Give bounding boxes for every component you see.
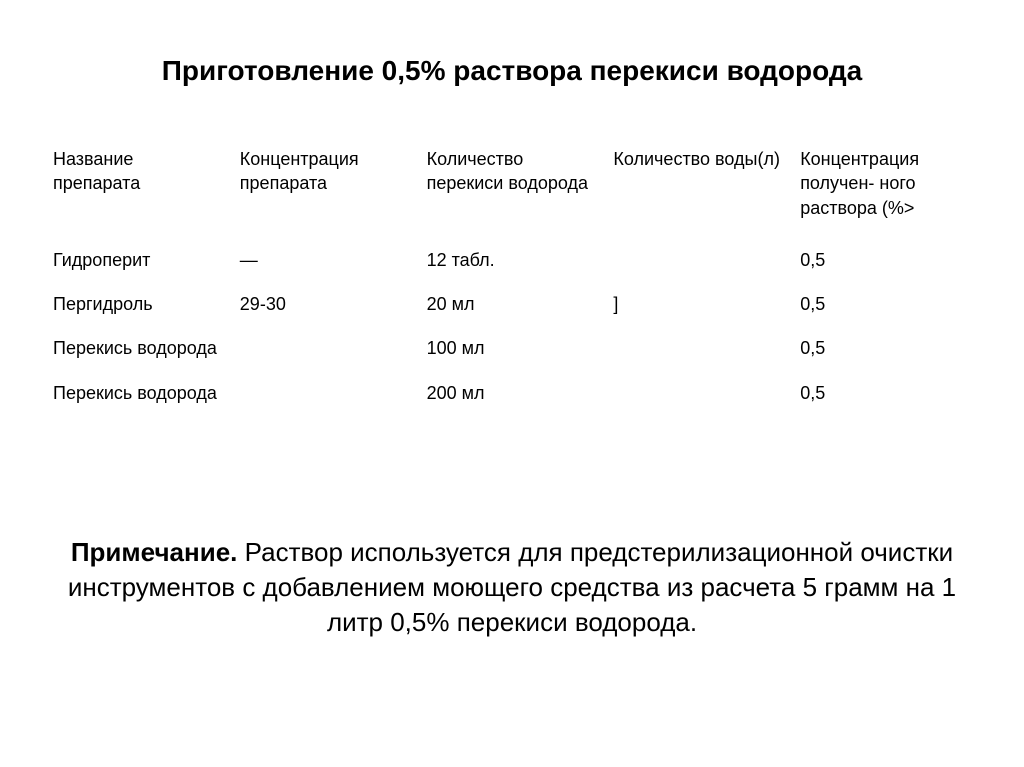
table-row: Перекись водорода 200 мл 0,5 — [45, 371, 979, 415]
table-row: Пергидроль 29-30 20 мл ] 0,5 — [45, 282, 979, 326]
cell-peroxide: 200 мл — [419, 371, 606, 415]
col-header-name: Название препарата — [45, 137, 232, 238]
cell-peroxide: 12 табл. — [419, 238, 606, 282]
cell-water — [605, 371, 792, 415]
note-paragraph: Примечание. Раствор используется для пре… — [45, 535, 979, 640]
cell-concentration: 29-30 — [232, 282, 419, 326]
cell-result: 0,5 — [792, 238, 979, 282]
cell-concentration — [232, 326, 419, 370]
cell-result: 0,5 — [792, 326, 979, 370]
cell-name: Гидроперит — [45, 238, 232, 282]
col-header-peroxide-amount: Количество перекиси водорода — [419, 137, 606, 238]
cell-name: Перекись водорода — [45, 371, 232, 415]
col-header-water-amount: Количество воды(л) — [605, 137, 792, 238]
note-label: Примечание. — [71, 537, 238, 567]
cell-result: 0,5 — [792, 282, 979, 326]
table-row: Гидроперит — 12 табл. 0,5 — [45, 238, 979, 282]
col-header-result-concentration: Концентрация получен- ного раствора (%> — [792, 137, 979, 238]
solution-table-container: Название препарата Концентрация препарат… — [45, 137, 979, 415]
solution-table: Название препарата Концентрация препарат… — [45, 137, 979, 415]
cell-name: Перекись водорода — [45, 326, 232, 370]
cell-water: ] — [605, 282, 792, 326]
cell-water — [605, 238, 792, 282]
cell-peroxide: 100 мл — [419, 326, 606, 370]
table-row: Перекись водорода 100 мл 0,5 — [45, 326, 979, 370]
cell-peroxide: 20 мл — [419, 282, 606, 326]
cell-concentration: — — [232, 238, 419, 282]
col-header-concentration: Концентрация препарата — [232, 137, 419, 238]
cell-result: 0,5 — [792, 371, 979, 415]
table-header-row: Название препарата Концентрация препарат… — [45, 137, 979, 238]
cell-name: Пергидроль — [45, 282, 232, 326]
cell-concentration — [232, 371, 419, 415]
page-title: Приготовление 0,5% раствора перекиси вод… — [45, 55, 979, 87]
cell-water — [605, 326, 792, 370]
